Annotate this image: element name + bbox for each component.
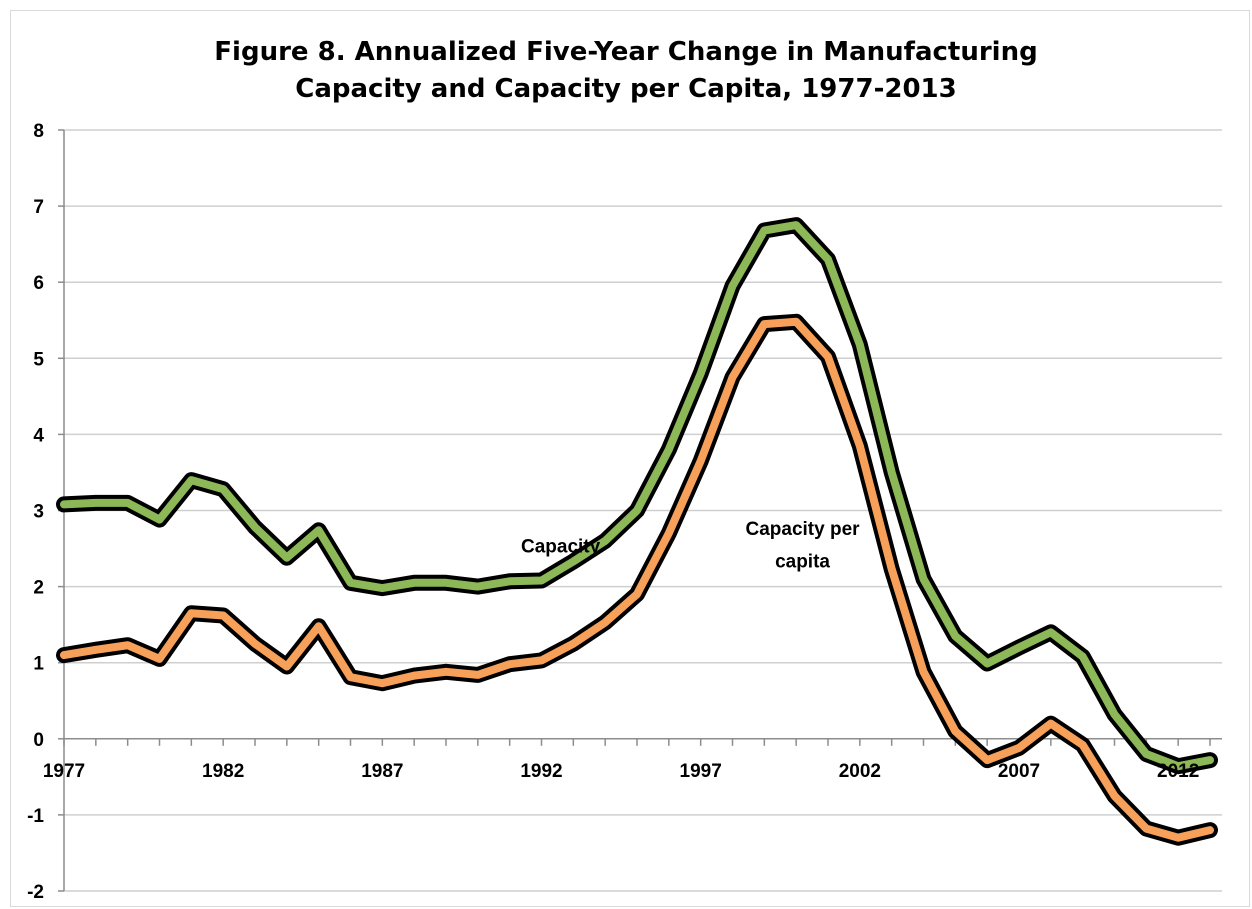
series-lines xyxy=(56,217,1218,846)
y-tick-label: -1 xyxy=(27,806,44,827)
x-axis-ticks: 1977 1982 1987 1992 1997 2002 2007 2012 xyxy=(43,761,1199,782)
series-line xyxy=(60,317,1214,842)
x-tick-label: 1977 xyxy=(43,761,85,782)
series-line-outline xyxy=(56,217,1218,775)
y-tick-label: 5 xyxy=(33,349,44,370)
y-tick-label: 7 xyxy=(33,197,44,218)
y-axis-ticks: -2 -1 0 1 2 3 4 5 6 7 8 xyxy=(27,121,44,903)
chart-frame xyxy=(10,10,1250,907)
x-tick-label: 1992 xyxy=(520,761,562,782)
x-tick-label: 1987 xyxy=(361,761,403,782)
x-tick-label: 2012 xyxy=(1157,761,1199,782)
y-tick-label: 3 xyxy=(33,502,44,523)
series-annotation-label: Capacity per xyxy=(746,519,861,540)
chart-title-line-1: Figure 8. Annualized Five-Year Change in… xyxy=(214,37,1038,67)
chart-title: Figure 8. Annualized Five-Year Change in… xyxy=(0,34,1252,108)
y-tick-label: -2 xyxy=(27,882,44,903)
series-annotation-label: Capacity xyxy=(521,536,601,557)
y-tick-label: 1 xyxy=(33,654,44,675)
series-annotation-label: capita xyxy=(775,552,830,573)
series-line xyxy=(60,221,1214,771)
y-tick-label: 2 xyxy=(33,578,44,599)
y-tick-label: 4 xyxy=(33,425,44,446)
x-tick-label: 2007 xyxy=(998,761,1040,782)
x-tick-label: 2002 xyxy=(839,761,881,782)
y-tick-label: 8 xyxy=(33,121,44,142)
chart-title-line-2: Capacity and Capacity per Capita, 1977-2… xyxy=(295,74,957,104)
y-tick-label: 0 xyxy=(33,730,44,751)
x-tick-label: 1997 xyxy=(680,761,722,782)
y-tick-label: 6 xyxy=(33,273,44,294)
annotations: Capacity Capacity per capita xyxy=(521,519,860,573)
x-tick-label: 1982 xyxy=(202,761,244,782)
